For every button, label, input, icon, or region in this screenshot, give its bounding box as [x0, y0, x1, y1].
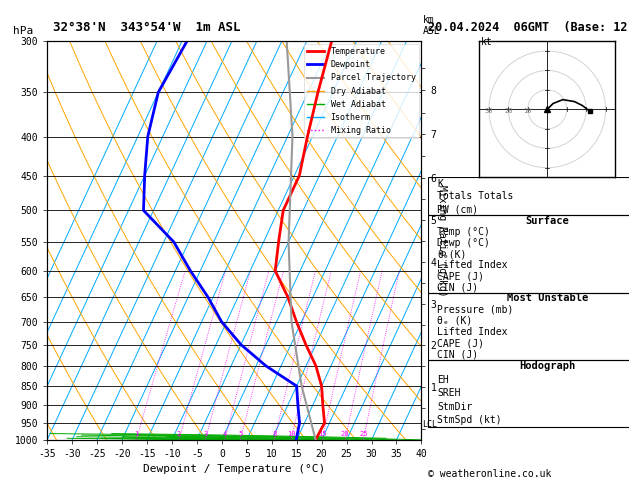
Text: StmDir: StmDir — [437, 401, 472, 412]
Text: 3: 3 — [203, 431, 208, 436]
Text: EH: EH — [437, 375, 449, 385]
Text: CAPE (J): CAPE (J) — [437, 338, 484, 348]
Text: hPa: hPa — [13, 26, 33, 36]
Text: PW (cm): PW (cm) — [437, 204, 479, 214]
Text: © weatheronline.co.uk: © weatheronline.co.uk — [428, 469, 551, 479]
Text: Lifted Index: Lifted Index — [437, 327, 508, 337]
Text: 32°38'N  343°54'W  1m ASL: 32°38'N 343°54'W 1m ASL — [53, 21, 241, 34]
Text: CIN (J): CIN (J) — [437, 349, 479, 359]
Text: CIN (J): CIN (J) — [437, 282, 479, 293]
Text: CAPE (J): CAPE (J) — [437, 271, 484, 281]
Text: Totals Totals: Totals Totals — [437, 191, 514, 201]
Text: Hodograph: Hodograph — [519, 362, 576, 371]
Text: Most Unstable: Most Unstable — [506, 294, 588, 303]
Bar — [428, 215, 629, 293]
Y-axis label: Mixing Ratio (g/kg): Mixing Ratio (g/kg) — [437, 185, 447, 296]
Bar — [428, 360, 629, 427]
Text: 1: 1 — [134, 431, 138, 436]
Text: 5: 5 — [238, 431, 243, 436]
Text: 30: 30 — [485, 108, 493, 114]
Text: 10: 10 — [523, 108, 532, 114]
Text: 25: 25 — [359, 431, 368, 436]
Text: 20.04.2024  06GMT  (Base: 12): 20.04.2024 06GMT (Base: 12) — [428, 21, 629, 34]
Bar — [428, 177, 629, 215]
Text: StmSpd (kt): StmSpd (kt) — [437, 415, 502, 425]
Text: θₑ (K): θₑ (K) — [437, 316, 472, 326]
Text: θₑ(K): θₑ(K) — [437, 249, 467, 259]
Text: K: K — [437, 179, 443, 189]
Text: LCL: LCL — [423, 420, 437, 429]
Text: 4: 4 — [223, 431, 227, 436]
Text: SREH: SREH — [437, 388, 461, 398]
X-axis label: Dewpoint / Temperature (°C): Dewpoint / Temperature (°C) — [143, 465, 325, 474]
Bar — [428, 293, 629, 360]
Text: Surface: Surface — [525, 216, 569, 226]
Text: 20: 20 — [504, 108, 513, 114]
Text: 20: 20 — [341, 431, 350, 436]
Text: Lifted Index: Lifted Index — [437, 260, 508, 270]
Text: 10: 10 — [287, 431, 295, 436]
Text: Dewp (°C): Dewp (°C) — [437, 238, 490, 248]
Legend: Temperature, Dewpoint, Parcel Trajectory, Dry Adiabat, Wet Adiabat, Isotherm, Mi: Temperature, Dewpoint, Parcel Trajectory… — [304, 44, 419, 139]
Text: 8: 8 — [272, 431, 276, 436]
Text: km
ASL: km ASL — [423, 15, 440, 36]
Text: 2: 2 — [177, 431, 181, 436]
Text: Pressure (mb): Pressure (mb) — [437, 305, 514, 314]
Text: kt: kt — [481, 37, 493, 47]
Text: Temp (°C): Temp (°C) — [437, 227, 490, 237]
Text: 15: 15 — [318, 431, 326, 436]
